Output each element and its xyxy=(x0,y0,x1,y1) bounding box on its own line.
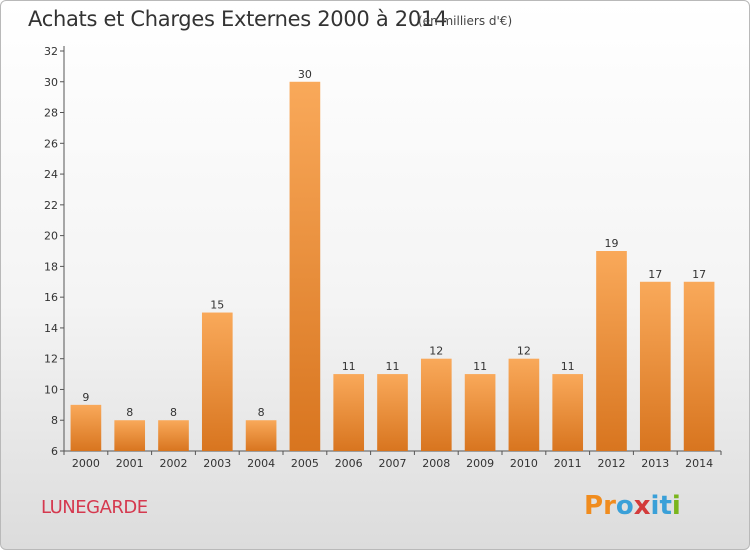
logo-letter: i xyxy=(671,491,681,521)
bar xyxy=(333,374,365,451)
data-label: 17 xyxy=(692,268,706,281)
bar xyxy=(552,374,584,451)
logo-letter: P xyxy=(584,491,604,521)
y-tick-label: 32 xyxy=(44,45,58,58)
bar xyxy=(289,81,321,452)
data-label: 19 xyxy=(605,237,619,250)
proxiti-logo[interactable]: Proxiti xyxy=(584,491,681,521)
data-label: 8 xyxy=(258,406,265,419)
y-tick-label: 30 xyxy=(44,76,58,89)
x-tick-label: 2014 xyxy=(685,457,713,470)
logo-letter: r xyxy=(603,491,616,521)
data-label: 11 xyxy=(386,360,400,373)
data-label: 17 xyxy=(648,268,662,281)
x-tick-label: 2000 xyxy=(72,457,100,470)
bar xyxy=(639,281,671,451)
data-label: 11 xyxy=(342,360,356,373)
data-label: 11 xyxy=(473,360,487,373)
logo-letter: x xyxy=(633,491,651,521)
x-tick-label: 2013 xyxy=(641,457,669,470)
x-tick-label: 2010 xyxy=(510,457,538,470)
x-tick-label: 2002 xyxy=(160,457,188,470)
logo-letter: i xyxy=(650,491,660,521)
x-tick-label: 2005 xyxy=(291,457,319,470)
bar xyxy=(114,420,146,451)
x-tick-label: 2012 xyxy=(598,457,626,470)
x-tick-label: 2011 xyxy=(554,457,582,470)
data-label: 8 xyxy=(170,406,177,419)
axes: 6 8 10 12 14 16 18 20 22 24 26 28 30 32 2000 2001 2002 20… xyxy=(44,45,722,470)
bar xyxy=(201,312,233,451)
data-label: 11 xyxy=(561,360,575,373)
bar xyxy=(508,358,540,451)
y-tick-label: 10 xyxy=(44,383,58,396)
y-tick-label: 24 xyxy=(44,168,58,181)
x-tick-label: 2007 xyxy=(379,457,407,470)
data-label: 30 xyxy=(298,68,312,81)
x-tick-label: 2004 xyxy=(247,457,275,470)
bars xyxy=(70,81,715,452)
data-label: 15 xyxy=(210,299,224,312)
data-labels: 9 8 8 15 8 30 11 11 12 11 12 11 19 17 17 xyxy=(82,68,706,419)
data-label: 12 xyxy=(429,345,443,358)
y-tick-label: 8 xyxy=(51,414,58,427)
y-tick-label: 28 xyxy=(44,107,58,120)
chart-title: Achats et Charges Externes 2000 à 2014 xyxy=(28,7,448,31)
bar xyxy=(245,420,277,451)
bar xyxy=(683,281,715,451)
data-label: 12 xyxy=(517,345,531,358)
bar xyxy=(158,420,189,451)
data-label: 8 xyxy=(126,406,133,419)
x-tick-label: 2003 xyxy=(203,457,231,470)
bar xyxy=(596,251,627,451)
x-tick-label: 2001 xyxy=(116,457,144,470)
bar xyxy=(464,374,496,451)
y-tick-label: 20 xyxy=(44,230,58,243)
data-label: 9 xyxy=(82,391,89,404)
x-tick-label: 2008 xyxy=(422,457,450,470)
bar xyxy=(377,374,408,451)
y-tick-label: 16 xyxy=(44,291,58,304)
y-tick-label: 22 xyxy=(44,199,58,212)
y-tick-label: 6 xyxy=(51,445,58,458)
chart-subtitle: (en milliers d'€) xyxy=(418,14,513,28)
y-tick-label: 12 xyxy=(44,353,58,366)
y-tick-label: 26 xyxy=(44,137,58,150)
x-tick-label: 2006 xyxy=(335,457,363,470)
bar xyxy=(420,358,452,451)
x-tick-label: 2009 xyxy=(466,457,494,470)
y-tick-label: 14 xyxy=(44,322,58,335)
commune-name: LUNEGARDE xyxy=(41,497,148,518)
bar xyxy=(70,404,102,451)
logo-letter: o xyxy=(615,491,634,521)
logo-letter: t xyxy=(659,491,672,521)
y-tick-label: 18 xyxy=(44,260,58,273)
